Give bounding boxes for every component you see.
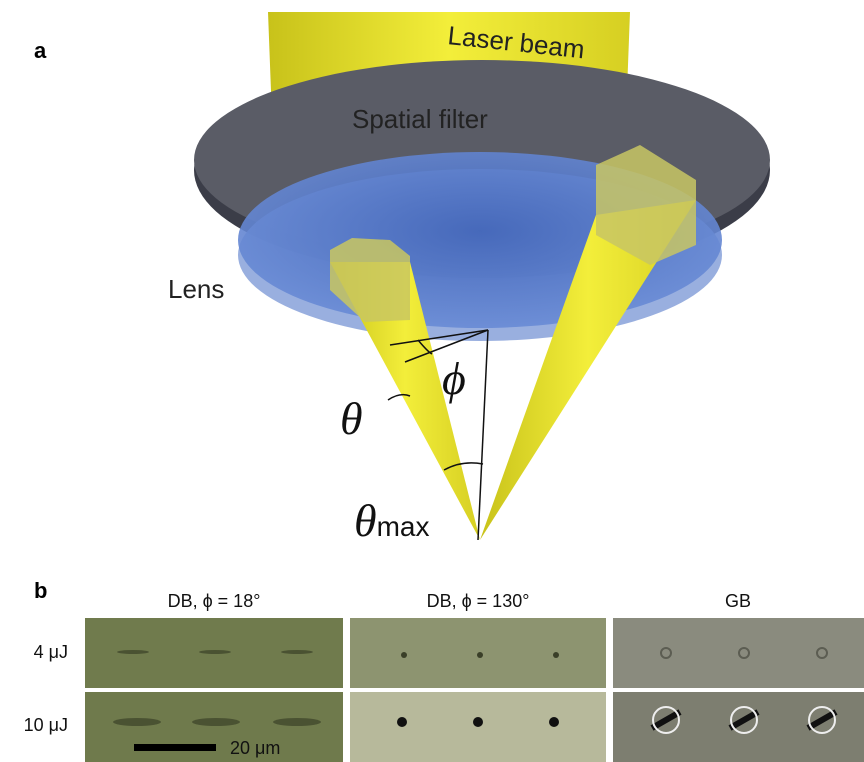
right-beam [480,200,696,540]
column-header: GB [725,591,751,611]
column-header: DB, ϕ = 130° [427,591,530,611]
theta-label: θ [340,393,363,444]
column-header: DB, ϕ = 18° [168,591,261,611]
row-header: 4 μJ [34,642,68,662]
filter-label: Spatial filter [352,104,488,134]
right-prism [596,145,696,265]
angle-lines [387,329,489,541]
left-prism [330,238,410,322]
panel-label: b [34,578,47,603]
theta-symbol: θ [354,495,377,546]
scale-bar-label: 20 μm [230,738,280,758]
phi-label: ϕ [442,353,466,404]
theta-max-label: θmax [354,495,430,546]
row-header: 10 μJ [24,715,68,735]
micrographs [85,618,864,762]
theta-subscript: max [377,511,430,542]
panel-label: a [34,38,47,63]
lens-label: Lens [168,274,224,304]
left-beam [330,262,480,540]
